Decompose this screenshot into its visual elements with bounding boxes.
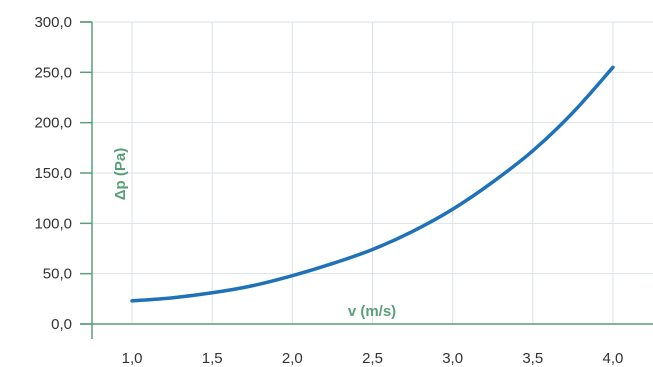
series-line xyxy=(130,65,615,303)
x-tick-labels: 1,0 1,5 2,0 2,5 3,0 3,5 4,0 xyxy=(122,350,624,367)
y-tick-label: 150,0 xyxy=(34,165,72,182)
x-tick-label: 4,0 xyxy=(602,350,623,367)
x-tick-label: 3,5 xyxy=(522,350,543,367)
axes xyxy=(80,21,653,339)
x-tick-label: 2,0 xyxy=(282,350,303,367)
grid-lines xyxy=(92,21,653,324)
y-axis-title: Δp (Pa) xyxy=(112,148,129,200)
y-tick-label: 50,0 xyxy=(43,266,72,283)
x-axis-title: v (m/s) xyxy=(348,303,396,320)
y-tick-label: 100,0 xyxy=(34,215,72,232)
y-tick-label: 0,0 xyxy=(51,316,72,333)
x-tick-label: 2,5 xyxy=(362,350,383,367)
series-layer xyxy=(130,65,615,303)
y-tick-label: 300,0 xyxy=(34,14,72,31)
y-tick-labels: 0,0 50,0 100,0 150,0 200,0 250,0 300,0 xyxy=(34,14,72,333)
y-tick-label: 200,0 xyxy=(34,115,72,132)
x-tick-label: 1,5 xyxy=(202,350,223,367)
x-tick-label: 3,0 xyxy=(442,350,463,367)
y-tick-label: 250,0 xyxy=(34,64,72,81)
x-tick-label: 1,0 xyxy=(122,350,143,367)
